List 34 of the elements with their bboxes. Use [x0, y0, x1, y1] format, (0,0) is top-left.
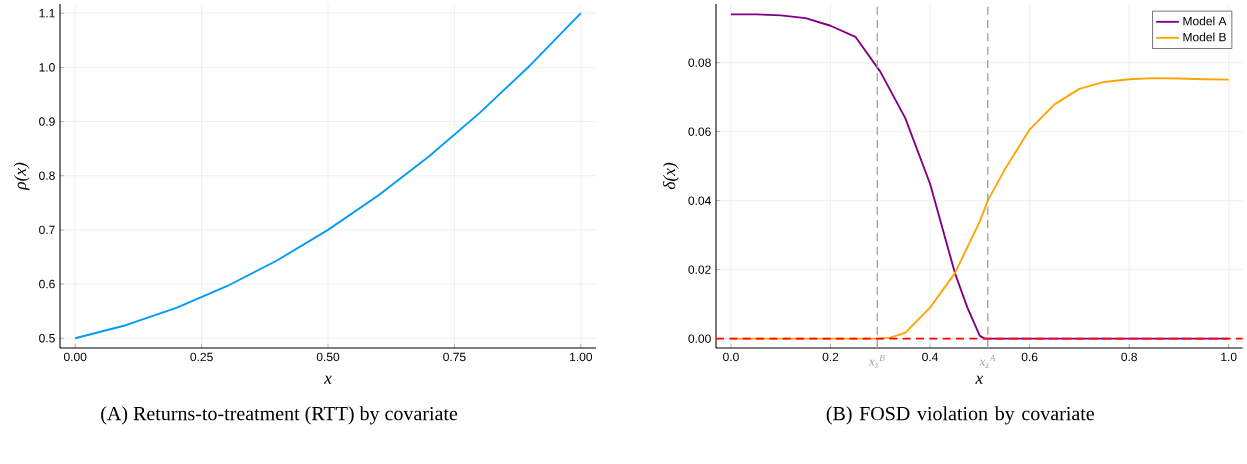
y-tick-label: 0.06 [688, 127, 711, 136]
x-tick-label: 0.8 [1121, 352, 1137, 362]
x-tick-label: 0.2 [822, 352, 839, 362]
x-axis-title: x [975, 375, 984, 384]
ref-line-label: x$_{z}$B [868, 354, 885, 368]
x-axis-title: x [323, 375, 332, 384]
x-tick-label: 1.00 [570, 352, 593, 362]
x-tick-label: 0.0 [723, 352, 739, 362]
text: (A) Returns-to-treatment (RTT) by covariate [101, 406, 458, 425]
legend-label: Model B [1183, 32, 1226, 42]
y-tick-label: 0.9 [39, 117, 55, 126]
x-tick-label: 0.4 [922, 352, 939, 362]
y-axis-title: ρ(x) [13, 162, 30, 191]
x-tick-label: 1.0 [1221, 352, 1237, 362]
y-tick-label: 0.02 [688, 265, 711, 274]
y-tick-label: 0.5 [39, 333, 55, 343]
line-series [74, 12, 582, 340]
x-tick-label: 0.6 [1021, 352, 1038, 362]
y-tick-label: 0.6 [39, 279, 55, 289]
legend-label: Model A [1183, 16, 1227, 26]
text: (B) FOSD violation by covariate [826, 406, 1094, 425]
y-tick-label: 0.00 [688, 334, 711, 343]
y-tick-label: 1.1 [39, 9, 55, 18]
y-tick-label: 0.7 [39, 225, 55, 235]
x-tick-label: 0.75 [443, 352, 466, 362]
y-axis-title: δ(x) [662, 162, 679, 190]
y-tick-label: 1.0 [39, 63, 55, 72]
x-tick-label: 0.50 [316, 352, 340, 362]
ref-line-label: x$_{z}$A [979, 354, 996, 368]
y-tick-label: 0.8 [39, 171, 55, 180]
y-tick-label: 0.04 [688, 196, 711, 205]
x-tick-label: 0.00 [63, 352, 87, 362]
x-tick-label: 0.25 [190, 352, 213, 362]
y-tick-label: 0.08 [688, 58, 711, 67]
